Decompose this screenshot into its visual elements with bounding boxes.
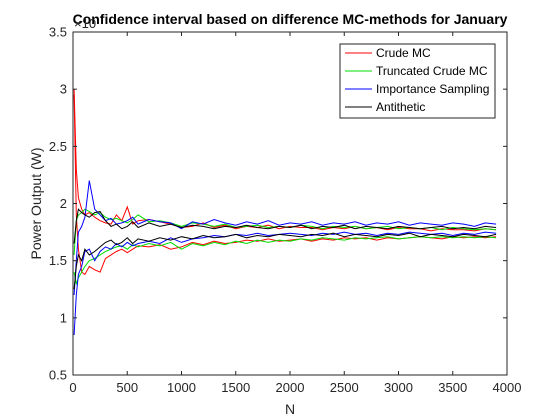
x-tick-label: 1000 (167, 380, 196, 395)
chart-title: Confidence interval based on difference … (73, 11, 508, 27)
x-tick-label: 4000 (493, 380, 522, 395)
x-tick-label: 2000 (276, 380, 305, 395)
legend-items: Crude MC Truncated Crude MC Importance Sam… (345, 46, 489, 114)
legend-label: Truncated Crude MC (376, 64, 488, 78)
series-layer (73, 89, 497, 336)
x-tick-label: 3000 (384, 380, 413, 395)
legend: Crude MC Truncated Crude MC Importance Sam… (339, 43, 496, 119)
x-axis: 0 500 1000 1500 2000 2500 3000 3500 4000 (69, 32, 521, 395)
series-line-crude-mc-upper (73, 89, 497, 232)
y-tick-label: 1.5 (49, 253, 67, 268)
y-tick-label: 3 (60, 82, 67, 97)
y-axis-exponent-label: ×10 (74, 16, 96, 31)
y-axis-label: Power Output (W) (28, 147, 44, 259)
x-axis-label: N (285, 401, 295, 417)
series-line-importance-sampling-lower (73, 231, 497, 336)
x-tick-label: 3500 (438, 380, 467, 395)
legend-label: Importance Sampling (376, 82, 489, 96)
series-line-antithetic-upper (73, 208, 497, 244)
x-tick-label: 0 (69, 380, 76, 395)
y-tick-label: 2 (60, 196, 67, 211)
y-tick-label: 3.5 (49, 25, 67, 40)
x-tick-label: 500 (116, 380, 138, 395)
y-axis-exponent-mantissa: ×10 (74, 16, 96, 31)
x-tick-label: 1500 (221, 380, 250, 395)
series-line-antithetic-lower (73, 232, 497, 290)
y-tick-label: 2.5 (49, 139, 67, 154)
y-tick-label: 0.5 (49, 368, 67, 383)
y-axis: 0.5 1 1.5 2 2.5 3 3.5 (49, 25, 507, 383)
y-tick-label: 1 (60, 310, 67, 325)
legend-box (339, 43, 496, 119)
legend-label: Crude MC (376, 46, 431, 60)
x-tick-label: 2500 (330, 380, 359, 395)
legend-label: Antithetic (376, 100, 425, 114)
series-line-truncated-crude-mc-lower (73, 236, 497, 286)
